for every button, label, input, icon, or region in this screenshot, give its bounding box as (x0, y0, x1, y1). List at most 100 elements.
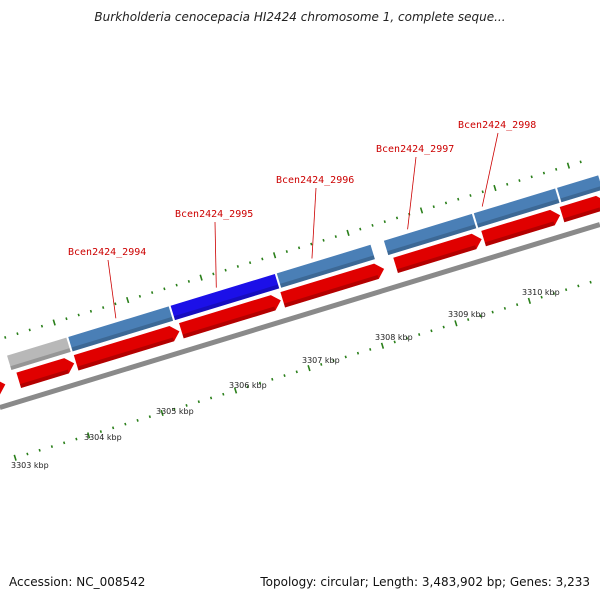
tick-mark (518, 179, 521, 182)
tick-mark (405, 336, 409, 340)
kbp-label: 3307 kbp (302, 356, 340, 365)
tick-mark (86, 432, 91, 439)
kbp-label: 3310 kbp (522, 288, 560, 297)
tick-mark (577, 284, 580, 288)
gene-labels: Bcen2424_2994 Bcen2424_2995 Bcen2424_2996 B… (68, 120, 536, 258)
cds-arrow (73, 325, 180, 371)
gene-block-shade (387, 224, 477, 256)
kbp-scale-labels: 3303 kbp 3304 kbp 3305 kbp 3306 kbp 3307 kbp… (11, 288, 560, 470)
tick-mark (160, 409, 164, 417)
gene-block-shade (173, 284, 280, 321)
tick-mark (454, 320, 458, 327)
gene-track (7, 175, 600, 371)
tick-mark (173, 407, 176, 411)
tick-mark (393, 340, 396, 344)
cds-arrow-shade (19, 369, 69, 388)
gene-block-shade (10, 348, 71, 371)
tick-mark (111, 426, 115, 430)
tick-mark (38, 448, 41, 452)
tick-mark (224, 268, 227, 272)
tick-mark (285, 250, 288, 253)
gene-block-shade (279, 255, 375, 288)
tick-mark (271, 377, 274, 381)
tick-mark (383, 220, 386, 224)
tick-mark (540, 295, 543, 299)
tick-mark (430, 329, 433, 333)
tick-mark (163, 287, 166, 291)
tick-mark (222, 392, 225, 396)
tick-mark (359, 227, 362, 231)
tick-mark (77, 313, 80, 317)
tick-mark (272, 252, 277, 259)
tick-mark (4, 335, 7, 339)
tick-mark (332, 359, 335, 363)
tick-mark (310, 242, 313, 246)
tick-mark (124, 422, 127, 426)
gene-block (473, 188, 560, 228)
cds-arrow (393, 233, 482, 274)
tick-mark (52, 319, 56, 326)
tick-mark (102, 306, 105, 309)
cds-arrow (179, 295, 281, 339)
kbp-label: 3309 kbp (448, 310, 486, 319)
chromosome-backbone (0, 222, 600, 410)
gene-block-shade (560, 186, 600, 203)
kbp-label: 3306 kbp (229, 381, 267, 390)
tick-mark (467, 318, 470, 322)
cds-arrow-shade (182, 306, 276, 339)
genome-summary-text: Topology: circular; Length: 3,483,902 bp… (260, 575, 590, 589)
tick-mark (334, 235, 337, 239)
label-leader-line (311, 187, 317, 259)
tick-mark (307, 365, 311, 372)
tick-mark (566, 162, 571, 169)
tick-mark (457, 197, 460, 201)
tick-mark (151, 291, 154, 295)
tick-mark (530, 175, 533, 179)
tick-mark (75, 437, 78, 441)
tick-mark (40, 324, 44, 328)
tick-mark (295, 370, 298, 374)
tick-mark (26, 452, 29, 456)
tick-mark (503, 306, 507, 310)
tick-mark (552, 292, 556, 295)
tick-mark (138, 294, 142, 298)
cds-arrow-shade (484, 221, 555, 247)
tick-mark (344, 355, 347, 359)
gene-block (7, 337, 71, 371)
cds-arrow (559, 195, 600, 223)
cds-arrow-shade (396, 245, 477, 274)
gene-block (68, 306, 174, 352)
tick-mark (380, 342, 385, 349)
inner-tick-ring (13, 280, 592, 461)
cds-arrow (16, 358, 75, 388)
tick-mark (136, 418, 139, 422)
tick-mark (579, 160, 582, 164)
tick-mark (199, 274, 203, 281)
tick-mark (258, 381, 262, 385)
kbp-label: 3305 kbp (156, 407, 194, 416)
gene-label-text: Bcen2424_2996 (276, 175, 354, 186)
cds-arrow (0, 381, 6, 395)
backbone-line (0, 222, 600, 410)
label-leader-line (107, 259, 117, 319)
gene-label-text: Bcen2424_2995 (175, 209, 253, 220)
tick-mark (356, 351, 360, 355)
tick-mark (197, 400, 200, 404)
tick-mark (212, 272, 215, 276)
label-leaders (107, 132, 499, 319)
kbp-label: 3308 kbp (375, 333, 413, 342)
tick-mark (50, 445, 54, 448)
tick-mark (283, 374, 286, 378)
tick-mark (346, 229, 350, 236)
tick-mark (481, 190, 484, 194)
tick-mark (516, 303, 519, 307)
cds-arrow-shade (283, 275, 379, 308)
tick-mark (65, 317, 68, 321)
tick-mark (13, 454, 17, 461)
gene-block-shade (71, 316, 174, 352)
tick-mark (555, 167, 558, 171)
tick-mark (506, 182, 509, 186)
kbp-label: 3304 kbp (84, 433, 122, 442)
tick-mark (491, 310, 494, 314)
